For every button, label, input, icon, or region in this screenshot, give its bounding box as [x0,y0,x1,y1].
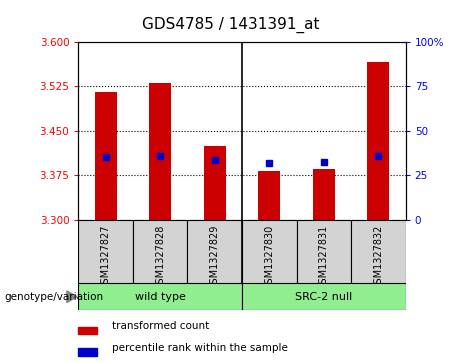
Text: SRC-2 null: SRC-2 null [295,292,353,302]
Text: wild type: wild type [135,292,186,302]
Bar [78,220,133,283]
Bar [313,169,335,220]
Bar [78,283,242,310]
Polygon shape [67,291,77,303]
Text: GDS4785 / 1431391_at: GDS4785 / 1431391_at [142,16,319,33]
Bar [242,220,296,283]
Text: percentile rank within the sample: percentile rank within the sample [112,343,288,352]
Bar [296,220,351,283]
Text: GSM1327828: GSM1327828 [155,225,165,290]
Bar [78,348,97,356]
Bar [95,92,117,220]
Bar [204,146,226,220]
Bar [188,220,242,283]
Bar [258,171,280,220]
Bar [133,220,188,283]
Text: GSM1327830: GSM1327830 [264,225,274,290]
Bar [149,83,171,220]
Text: GSM1327831: GSM1327831 [319,225,329,290]
Text: GSM1327827: GSM1327827 [100,225,111,290]
Text: GSM1327829: GSM1327829 [210,225,220,290]
Text: genotype/variation: genotype/variation [5,292,104,302]
Bar [242,283,406,310]
Bar [351,220,406,283]
Text: GSM1327832: GSM1327832 [373,225,384,290]
Bar [367,62,389,220]
Text: transformed count: transformed count [112,321,209,331]
Bar [78,327,97,334]
